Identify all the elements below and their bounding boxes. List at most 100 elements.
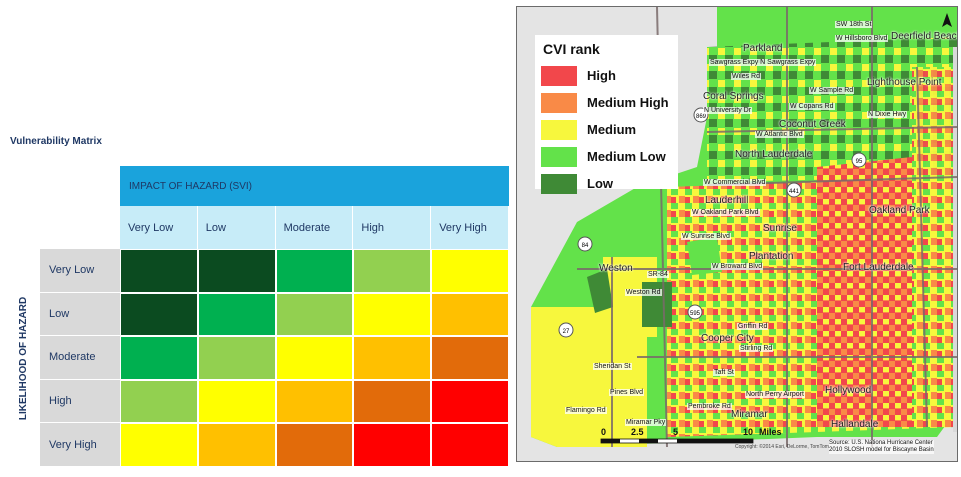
road-label: North Perry Airport: [745, 391, 805, 398]
source-line: 2010 SLOSH model for Biscayne Basin: [829, 447, 934, 453]
place-label: Hallandale: [831, 419, 879, 430]
road-label: Flamingo Rd: [565, 407, 607, 414]
legend-item-low: Low: [541, 170, 672, 197]
place-label: Plantation: [749, 251, 794, 262]
place-label: Weston: [599, 263, 633, 274]
matrix-cell-r2-c3: [275, 292, 354, 337]
matrix-cell-r1-c1: [120, 249, 198, 293]
scale-unit: Miles: [759, 427, 782, 437]
place-label: Oakland Park: [869, 205, 930, 216]
matrix-cell-r4-c2: [197, 379, 276, 424]
legend-label: Medium High: [587, 95, 669, 110]
map-canvas: 869 441 95 84 595 27: [531, 7, 957, 448]
column-header-moderate: Moderate: [275, 206, 354, 249]
source-line: Source: U.S. Nationa Hurricane Center: [829, 440, 933, 446]
matrix-cell-r5-c4: [353, 423, 432, 467]
place-label: Parkland: [743, 43, 783, 54]
place-label: North Lauderdale: [735, 149, 813, 160]
road-label: W Atlantic Blvd: [755, 131, 804, 138]
place-label: Lauderhill: [705, 195, 749, 206]
road-label: Sheridan St: [593, 363, 632, 370]
shield-27: 27: [563, 329, 570, 335]
matrix-cell-r4-c1: [120, 379, 198, 424]
legend-label: Medium Low: [587, 149, 666, 164]
road-label: W Sample Rd: [809, 87, 855, 94]
matrix-cell-r3-c4: [353, 336, 432, 380]
place-label: Coconut Creek: [779, 119, 846, 130]
column-header-low: Low: [197, 206, 276, 249]
matrix-cell-r3-c3: [275, 336, 354, 380]
legend-swatch: [541, 173, 577, 194]
matrix-cell-r5-c3: [275, 423, 354, 467]
place-label: Sunrise: [763, 223, 797, 234]
road-label: Taft St: [713, 369, 735, 376]
road-label: W Hillsboro Blvd: [835, 35, 889, 42]
legend-label: High: [587, 68, 616, 83]
row-header-high: High: [40, 379, 120, 424]
road-label: W Broward Blvd: [711, 263, 764, 270]
matrix-cell-r4-c3: [275, 379, 354, 424]
place-label: Cooper City: [701, 333, 754, 344]
place-label: Coral Springs: [703, 91, 764, 102]
shield-869: 869: [696, 114, 707, 120]
matrix-cell-r5-c2: [197, 423, 276, 467]
shield-595: 595: [690, 311, 701, 317]
matrix-cell-r3-c5: [431, 336, 509, 380]
shield-95: 95: [856, 159, 863, 165]
cvi-map[interactable]: 869 441 95 84 595 27 CVI rank High Mediu…: [516, 6, 958, 462]
matrix-cell-r5-c1: [120, 423, 198, 467]
scale-tick-5: 5: [673, 427, 679, 437]
column-headers: Very Low Low Moderate High Very High: [120, 206, 509, 249]
row-headers: Very Low Low Moderate High Very High: [40, 249, 120, 467]
column-header-very-high: Very High: [431, 206, 509, 249]
road-label: W Oakland Park Blvd: [691, 209, 760, 216]
road-label: Pines Blvd: [609, 389, 645, 396]
scale-bar: [600, 438, 754, 444]
road-label: SW 18th St: [835, 21, 873, 28]
road-label: W Sunrise Blvd: [681, 233, 731, 240]
likelihood-axis: LIKELIHOOD OF HAZARD: [8, 249, 40, 467]
row-header-very-high: Very High: [40, 423, 120, 467]
legend-item-medium: Medium: [541, 116, 672, 143]
road-label: Weston Rd: [625, 289, 662, 296]
road-label: W Commercial Blvd: [703, 179, 767, 186]
legend-swatch: [541, 65, 577, 86]
road-label: Griffin Rd: [737, 323, 769, 330]
map-source: Source: U.S. Nationa Hurricane Center 20…: [829, 440, 934, 454]
road-label: Stirling Rd: [739, 345, 774, 352]
legend-item-medium-low: Medium Low: [541, 143, 672, 170]
legend-swatch: [541, 92, 577, 113]
road-label: Miramar Pky: [625, 419, 667, 426]
column-header-high: High: [353, 206, 432, 249]
scale-tick-10: 10: [743, 427, 754, 437]
matrix-cell-r1-c5: [431, 249, 509, 293]
matrix-cell-r2-c5: [431, 292, 509, 337]
row-header-low: Low: [40, 292, 120, 337]
shield-441: 441: [789, 189, 800, 195]
legend-label: Medium: [587, 122, 637, 137]
matrix-title: Vulnerability Matrix: [10, 136, 102, 147]
scale-tick-2-5: 2.5: [631, 427, 644, 437]
matrix-cell-r1-c4: [353, 249, 432, 293]
road-label: N University Dr: [703, 107, 753, 114]
matrix-cell-r2-c2: [197, 292, 276, 337]
legend-item-high: High: [541, 62, 672, 89]
row-header-moderate: Moderate: [40, 336, 120, 380]
place-label: Lighthouse Point: [867, 77, 942, 88]
likelihood-header: LIKELIHOOD OF HAZARD: [18, 296, 30, 420]
scale-tick-0: 0: [601, 427, 607, 437]
matrix-cell-r1-c2: [197, 249, 276, 293]
map-attribution: Copyright: ©2014 Esri, DeLorme, TomTom: [735, 444, 829, 450]
matrix-cell-r1-c3: [275, 249, 354, 293]
place-label: Hollywood: [825, 385, 872, 396]
impact-header: IMPACT OF HAZARD (SVI): [120, 166, 509, 206]
legend-swatch: [541, 119, 577, 140]
column-header-very-low: Very Low: [120, 206, 198, 249]
place-label: Miramar: [731, 409, 768, 420]
north-arrow-icon: [942, 13, 952, 27]
road-label: Sawgrass Expy N Sawgrass Expy: [709, 59, 817, 66]
matrix-cell-r3-c2: [197, 336, 276, 380]
matrix-cell-r4-c4: [353, 379, 432, 424]
risk-matrix-grid: [120, 249, 509, 467]
place-label: Fort Lauderdale: [843, 262, 914, 273]
